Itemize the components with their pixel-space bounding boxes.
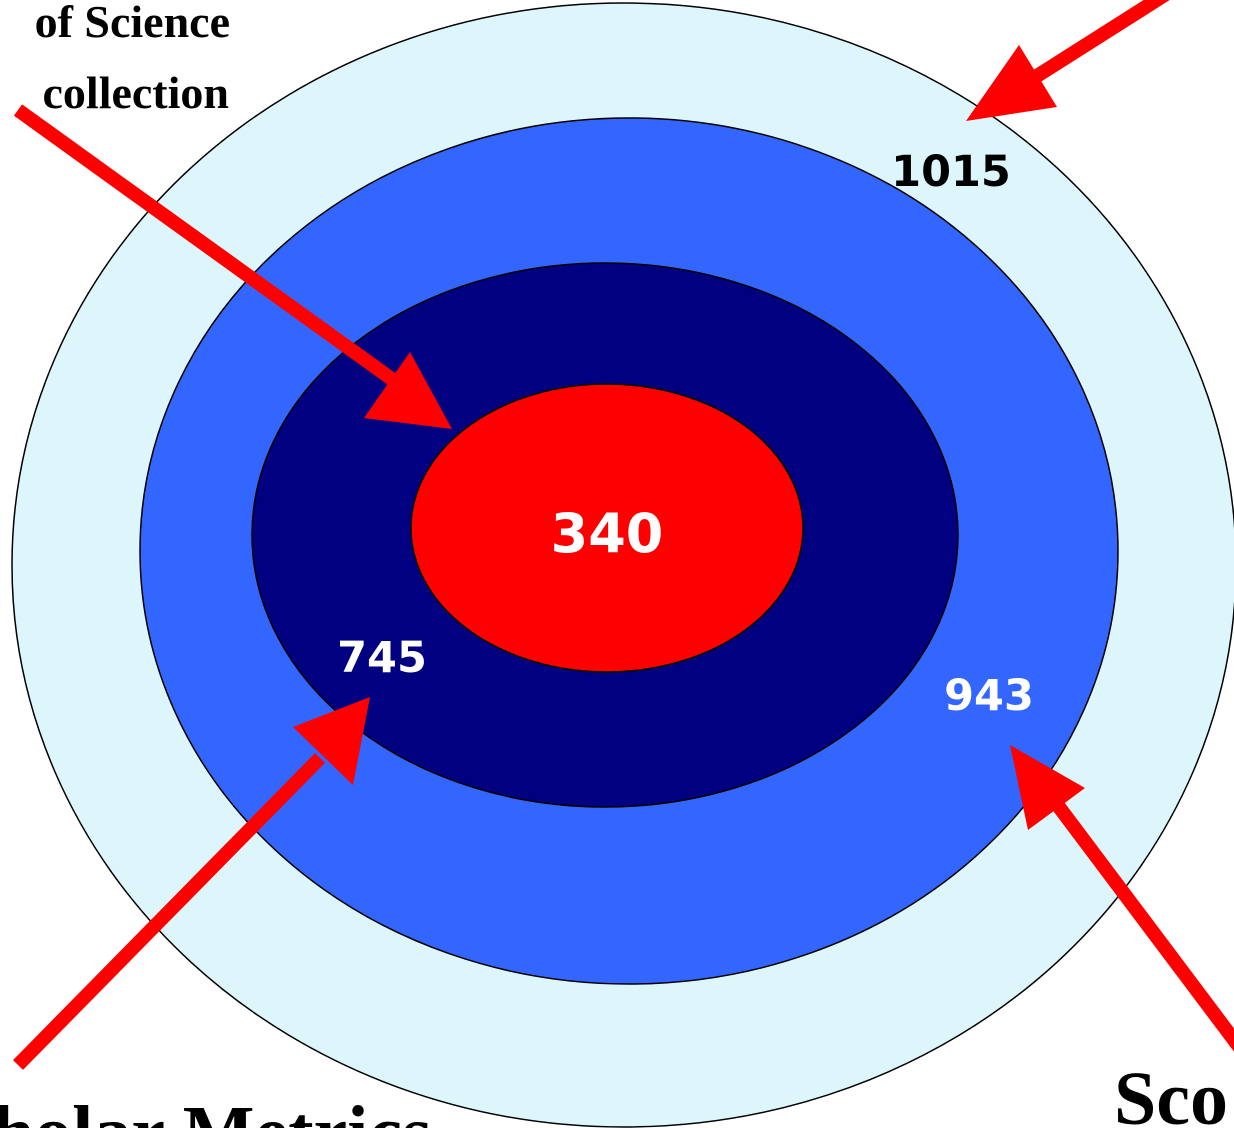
blue-ring-value: 943 (944, 671, 1034, 721)
core-value: 340 (551, 502, 664, 565)
navy-ring-value: 745 (337, 633, 427, 683)
arrow-top-left (13, 104, 452, 429)
core-ellipse (410, 383, 804, 673)
arrow-top-right (966, 0, 1170, 121)
arrow-bottom-right (1010, 745, 1234, 1052)
label-top-left-line1: of Science (35, 0, 230, 47)
arrow-bottom-left (13, 697, 370, 1070)
label-top-left-line2: collection (43, 67, 230, 118)
label-bottom-left: holar Metrics (0, 1091, 432, 1128)
outer-ring-value: 1015 (891, 147, 1011, 197)
label-bottom-right: Sco (1114, 1057, 1228, 1128)
